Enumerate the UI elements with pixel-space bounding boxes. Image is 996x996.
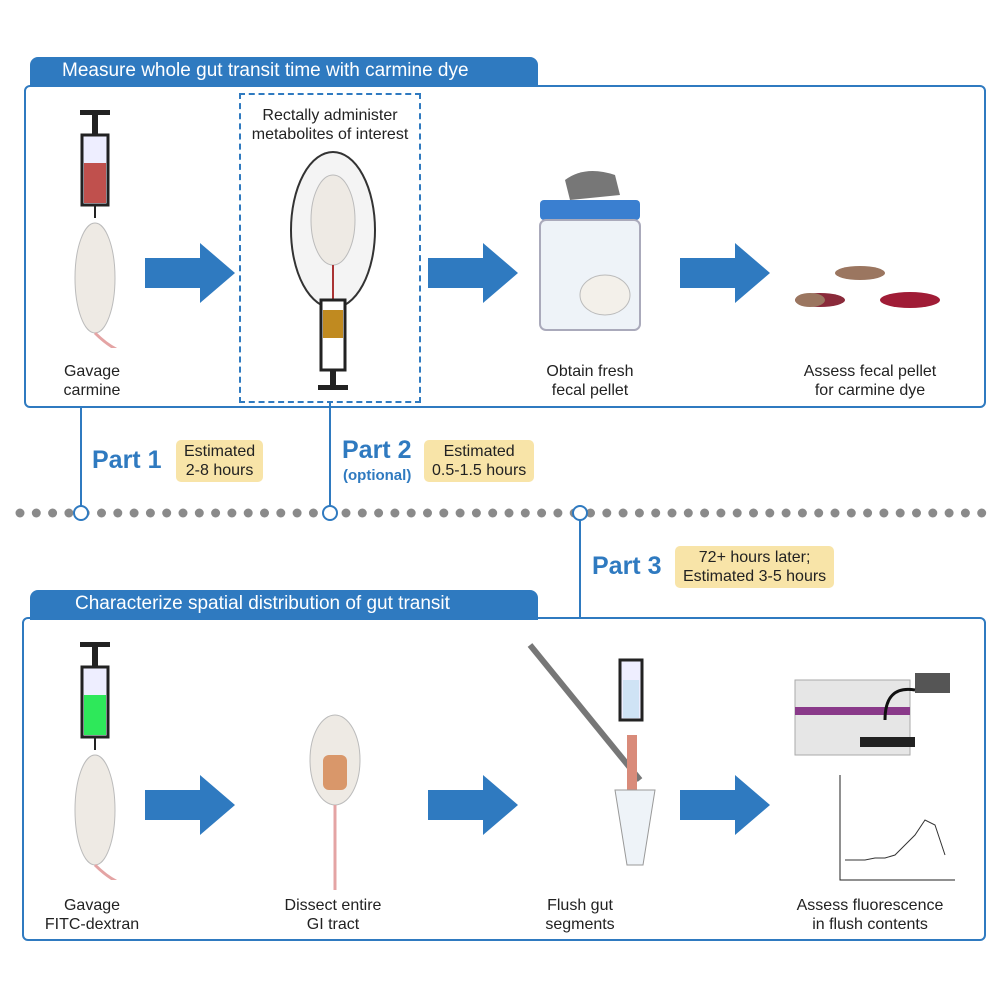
divider-dot (227, 508, 237, 518)
step-label: Assess fluorescence in flush contents (796, 897, 944, 933)
divider-dot (765, 508, 775, 518)
divider-dot (879, 508, 889, 518)
top-section-title: Measure whole gut transit time with carm… (30, 57, 538, 87)
divider-dot (439, 508, 449, 518)
arrow-right-icon (145, 243, 235, 303)
step-label: Obtain fresh fecal pellet (546, 363, 634, 399)
divider-dot (797, 508, 807, 518)
divider-dot (781, 508, 791, 518)
divider-dot (716, 508, 726, 518)
divider-dot (260, 508, 269, 518)
divider-dot (667, 508, 677, 518)
divider-dot (471, 508, 481, 518)
syringe-fitc-icon (74, 642, 118, 880)
plate-reader-icon (794, 673, 950, 756)
divider-dot (537, 508, 547, 518)
part1-estimate: Estimated 2-8 hours (176, 440, 264, 482)
divider-dot (586, 508, 595, 518)
divider-dot (64, 508, 74, 518)
connector-line (579, 520, 581, 618)
divider-dot (488, 508, 498, 518)
step-label: Assess fecal pellet for carmine dye (803, 363, 937, 399)
top-section-box (24, 85, 986, 408)
step-label: Dissect entire GI tract (284, 897, 382, 933)
divider-dot (406, 508, 416, 518)
divider-dot (830, 508, 840, 518)
divider-dot (31, 508, 41, 518)
divider-dot (700, 508, 710, 518)
part2-dashed-box (239, 93, 421, 403)
divider-dot (651, 508, 661, 518)
divider-dot (846, 508, 856, 518)
divider-dot (341, 508, 351, 518)
part3-label: Part 3 (592, 552, 662, 580)
divider-dot (243, 508, 253, 518)
step-label: Gavage carmine (63, 363, 121, 399)
divider-dot (960, 508, 970, 518)
divider-dot (292, 508, 302, 518)
beaker-mouse-icon (539, 171, 641, 331)
arrow-right-icon (680, 775, 770, 835)
arrow-right-icon (428, 775, 518, 835)
part1-label: Part 1 (92, 446, 162, 474)
divider-dot (814, 508, 824, 518)
step-label: Flush gut segments (545, 897, 615, 933)
bottom-section-box (22, 617, 986, 941)
part2-optional-note: (optional) (343, 467, 412, 484)
divider-dot (48, 508, 58, 518)
divider-dot (374, 508, 384, 518)
part2-label: Part 2 (342, 436, 412, 464)
divider-dot (276, 508, 286, 518)
arrow-right-icon (428, 243, 518, 303)
divider-dot (553, 508, 563, 518)
divider-dot (455, 508, 465, 518)
divider-dot (390, 508, 400, 518)
divider-dot (129, 508, 139, 518)
divider-dot (683, 508, 693, 518)
divider-dot (113, 508, 123, 518)
fecal-pellets-icon (795, 266, 940, 308)
step-label: Rectally administer metabolites of inter… (251, 107, 409, 143)
connector-line (329, 403, 331, 506)
mouse-rectal-icon (290, 151, 376, 390)
divider-dot (520, 508, 530, 518)
divider-dot (944, 508, 954, 518)
fluorescence-chart-icon (839, 775, 955, 881)
divider-dot (912, 508, 921, 518)
part2-estimate: Estimated 0.5-1.5 hours (424, 440, 535, 482)
timeline-marker (322, 505, 338, 521)
bottom-section-title: Characterize spatial distribution of gut… (30, 590, 538, 620)
divider-dot (895, 508, 905, 518)
syringe-carmine-icon (74, 110, 118, 348)
divider-dot (15, 508, 25, 518)
divider-dot (732, 508, 742, 518)
divider-dot (602, 508, 612, 518)
forceps-syringe-tube-icon (527, 643, 656, 866)
divider-dot (97, 508, 106, 518)
divider-dot (423, 508, 432, 518)
divider-dot (504, 508, 514, 518)
timeline-marker (73, 505, 89, 521)
divider-dot (618, 508, 628, 518)
divider-dot (211, 508, 221, 518)
divider-dot (308, 508, 318, 518)
divider-dot (357, 508, 367, 518)
dotted-divider (15, 508, 987, 518)
arrow-right-icon (680, 243, 770, 303)
arrow-right-icon (145, 775, 235, 835)
divider-dot (178, 508, 188, 518)
divider-dot (634, 508, 644, 518)
divider-dot (977, 508, 987, 518)
divider-dot (162, 508, 172, 518)
divider-dot (145, 508, 155, 518)
connector-line (80, 408, 82, 506)
divider-dot (749, 508, 758, 518)
divider-dot (928, 508, 938, 518)
timeline-marker (572, 505, 588, 521)
step-label: Gavage FITC-dextran (44, 897, 140, 933)
dissected-mouse-icon (309, 714, 361, 890)
part3-estimate: 72+ hours later; Estimated 3-5 hours (675, 546, 835, 588)
divider-dot (194, 508, 204, 518)
divider-dot (863, 508, 873, 518)
